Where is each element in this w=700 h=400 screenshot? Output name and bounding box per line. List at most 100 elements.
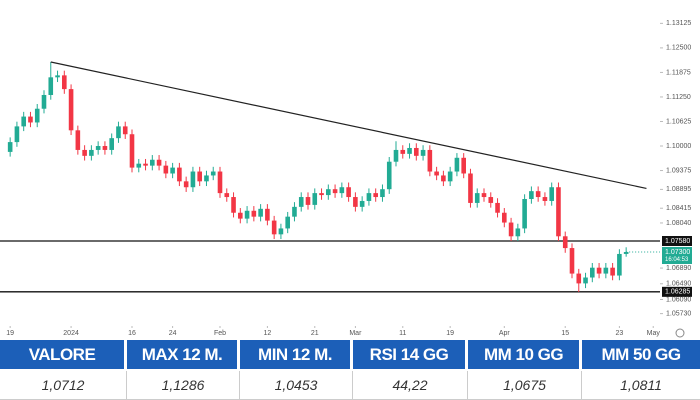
candle-body (359, 200, 365, 207)
candle-body (542, 197, 548, 201)
candle-body (488, 197, 494, 203)
candle-body (271, 220, 277, 235)
y-tick-label: 1.11250 (666, 94, 691, 101)
candle-body (143, 163, 148, 166)
trendline (50, 61, 647, 189)
candle-body (75, 130, 81, 150)
x-tick-label: 23 (615, 330, 623, 337)
candle-body (285, 216, 290, 229)
candle-body (210, 171, 216, 176)
settings-icon[interactable] (675, 328, 685, 338)
candle-body (122, 126, 128, 135)
candle-body (549, 187, 554, 201)
candle-body (569, 248, 575, 274)
candle-body (14, 126, 20, 143)
candle-body (312, 193, 318, 205)
x-tick-label: 21 (311, 330, 319, 337)
table-cell: 1,1286 (127, 371, 240, 400)
candle-body (224, 193, 230, 198)
candle-body (28, 116, 33, 123)
candle-body (183, 181, 189, 188)
candle-body (163, 165, 169, 174)
table-header: MAX 12 M. (127, 340, 240, 369)
candle-body (502, 212, 507, 223)
candle-body (177, 167, 182, 182)
candle-body (265, 208, 270, 221)
candle-body (508, 222, 514, 237)
candle-body (41, 94, 47, 109)
x-tick-label: Feb (214, 330, 226, 337)
candle-body (474, 193, 480, 203)
candle-body (454, 157, 460, 172)
x-tick-label: 16 (128, 330, 136, 337)
candle-body (386, 161, 392, 190)
candle-body (576, 273, 582, 284)
candle-body (7, 142, 13, 152)
candle-body (204, 175, 209, 182)
candle-body (522, 199, 527, 229)
candle-body (102, 146, 108, 150)
candle-body (244, 210, 250, 219)
candle-body (197, 171, 202, 182)
y-tick-label: 1.08895 (666, 186, 691, 193)
candle-body (515, 228, 521, 237)
x-tick-label: May (647, 330, 661, 337)
table-cell: 1,0712 (0, 371, 127, 400)
last-price-label: 1.07300 (665, 249, 690, 256)
x-tick-label: Mar (349, 330, 362, 337)
candle-body (427, 149, 433, 172)
level-label: 1.07580 (665, 238, 690, 245)
candle-body (623, 251, 629, 254)
candle-body (136, 163, 142, 168)
candle-body (590, 267, 595, 278)
y-tick-label: 1.10625 (666, 118, 691, 125)
candle-body (603, 267, 609, 274)
candle-body (156, 159, 162, 166)
table-cell: 44,22 (353, 371, 468, 400)
candle-body (319, 193, 324, 196)
candle-body (62, 75, 67, 90)
candle-body (231, 197, 236, 213)
candle-body (529, 191, 534, 200)
x-tick-label: Apr (499, 330, 511, 337)
candle-body (339, 187, 345, 194)
candle-body (373, 193, 378, 198)
candle-body (251, 210, 257, 217)
candle-body (34, 108, 40, 123)
y-tick-label: 1.09375 (666, 167, 691, 174)
y-tick-label: 1.06490 (666, 281, 691, 288)
candle-body (400, 149, 406, 154)
chart: 1.13125 1.12500 1.11875 1.11250 1.10625 1.100… (0, 20, 692, 338)
candle-body (292, 206, 297, 217)
x-tick-label: 19 (446, 330, 454, 337)
level-label: 1.06285 (665, 289, 690, 296)
candle-body (562, 236, 568, 249)
candle-body (21, 116, 26, 127)
candle-body (583, 277, 588, 284)
x-tick-label: 19 (6, 330, 14, 337)
table-header: MM 10 GG (468, 340, 582, 369)
candle-body (596, 267, 602, 274)
candle-body (48, 77, 54, 95)
x-tick-label: 12 (263, 330, 271, 337)
last-price-time: 16:04:53 (665, 257, 689, 263)
y-tick-label: 1.06890 (666, 265, 691, 272)
x-tick-label: 2024 (63, 330, 79, 337)
y-tick-label: 1.06090 (666, 296, 691, 303)
y-tick-label: 1.11875 (666, 69, 691, 76)
candle-body (380, 189, 385, 198)
candle-body (55, 75, 60, 78)
candle-body (217, 171, 223, 194)
candle-body (407, 147, 412, 154)
candle-body (346, 187, 351, 198)
table-header: VALORE (0, 340, 127, 369)
candle-body (298, 197, 304, 207)
table-cell: 1,0453 (240, 371, 353, 400)
candle-body (617, 253, 622, 276)
last-price-box (662, 246, 692, 264)
candle-body (414, 147, 419, 156)
candle-body (353, 197, 358, 207)
candle-body (420, 149, 426, 156)
candle-body (68, 89, 74, 131)
